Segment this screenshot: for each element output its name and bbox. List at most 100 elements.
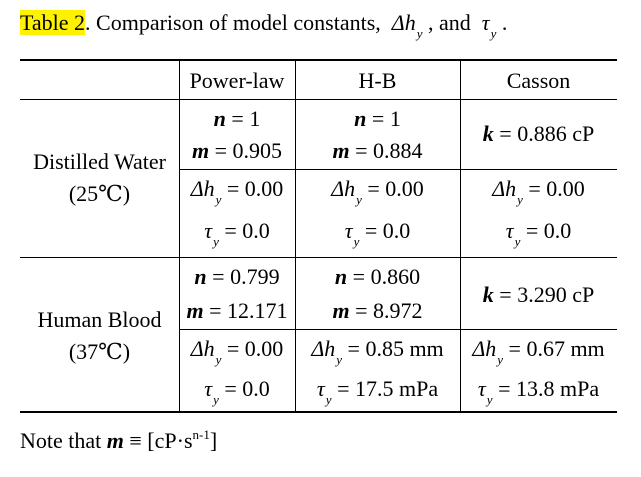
cell-text: k [482, 121, 494, 146]
blood-casson-dh: Δhy = 0.67 mm [460, 334, 617, 367]
row-label-human-blood: Human Blood (37℃) [20, 304, 179, 368]
table-bottom-rule [20, 411, 617, 413]
cell-text: = 0.799 [212, 264, 280, 289]
subscript: y [336, 352, 343, 367]
row-label-line2: (37℃) [68, 339, 131, 364]
row-label-line2: (25℃) [68, 181, 131, 206]
table-caption: Table 2. Comparison of model constants, … [20, 8, 507, 41]
col-divider-1 [179, 59, 180, 411]
cell-text: = 1 [371, 106, 401, 131]
water-powerlaw-tau: τy = 0.0 [179, 216, 295, 249]
row-label-line1: Distilled Water [33, 149, 166, 174]
cell-text: = 0.0 [224, 218, 270, 243]
subscript: y [353, 234, 360, 249]
cell-text: = 0.00 [226, 336, 284, 361]
water-powerlaw-m: m = 0.905 [179, 136, 295, 166]
blood-powerlaw-n: n = 0.799 [179, 262, 295, 292]
cell-text: m [332, 298, 350, 323]
water-powerlaw-dh: Δhy = 0.00 [179, 174, 295, 207]
group-rule [20, 257, 617, 258]
cell-text: n [354, 106, 367, 131]
caption-subscript: y [416, 26, 423, 41]
cell-text: = 0.0 [224, 376, 270, 401]
table-label: Table 2 [20, 10, 86, 35]
water-casson-k: k = 0.886 cP [460, 119, 617, 149]
cell-text: = 0.905 [214, 138, 283, 163]
blood-hb-m: m = 8.972 [295, 296, 460, 326]
row-label-line1: Human Blood [37, 307, 162, 332]
note-close: ] [209, 428, 218, 453]
subscript: y [514, 234, 521, 249]
subscript: y [356, 192, 362, 207]
caption-end: . [501, 10, 508, 35]
row2-inner-rule-casson [460, 329, 617, 330]
blood-hb-n: n = 0.860 [295, 262, 460, 292]
subscript: y [486, 392, 493, 407]
note-units: ≡ [cP·s [129, 428, 193, 453]
cell-text: m [332, 138, 350, 163]
cell-text: Δh [311, 336, 336, 361]
cell-text: Δh [190, 336, 215, 361]
cell-text: τ [204, 376, 213, 401]
water-hb-dh: Δhy = 0.00 [295, 174, 460, 207]
cell-text: τ [204, 218, 213, 243]
water-hb-tau: τy = 0.0 [295, 216, 460, 249]
cell-text: n [334, 264, 348, 289]
subscript: y [215, 192, 222, 207]
water-casson-dh: Δhy = 0.00 [460, 174, 617, 207]
cell-text: = 0.67 mm [508, 336, 605, 361]
cell-text: = 0.00 [528, 176, 585, 201]
blood-powerlaw-dh: Δhy = 0.00 [179, 334, 295, 367]
cell-text: = 17.5 mPa [337, 376, 439, 401]
cell-text: = 0.00 [367, 176, 424, 201]
header-rule [20, 99, 617, 100]
caption-subscript: y [490, 26, 497, 41]
blood-powerlaw-tau: τy = 0.0 [179, 374, 295, 407]
header-casson: Casson [506, 68, 571, 93]
cell-text: = 0.00 [226, 176, 284, 201]
row1-inner-rule-casson [460, 169, 617, 170]
blood-hb-tau: τy = 17.5 mPa [295, 374, 460, 407]
cell-text: = 8.972 [355, 298, 423, 323]
cell-text: = 0.0 [525, 218, 572, 243]
cell-text: = 13.8 mPa [498, 376, 600, 401]
cell-text: m [186, 298, 204, 323]
row2-inner-rule-pl-hb [179, 329, 460, 330]
caption-and: , and [428, 10, 471, 35]
blood-powerlaw-m: m = 12.171 [179, 296, 295, 326]
cell-text: Δh [472, 336, 497, 361]
cell-text: τ [477, 376, 486, 401]
caption-dh-symbol: Δh [391, 10, 416, 35]
cell-text: k [482, 282, 494, 307]
blood-casson-k: k = 3.290 cP [460, 280, 617, 310]
cell-text: = 1 [231, 106, 261, 131]
note-prefix: Note that [20, 428, 102, 453]
cell-text: = 0.0 [364, 218, 411, 243]
blood-casson-tau: τy = 13.8 mPa [460, 374, 617, 407]
water-powerlaw-n: n = 1 [179, 104, 295, 134]
water-hb-n: n = 1 [295, 104, 460, 134]
subscript: y [215, 352, 222, 367]
subscript: y [213, 392, 219, 407]
cell-text: = 0.886 cP [499, 121, 595, 146]
subscript: y [325, 392, 332, 407]
col-divider-2 [295, 59, 296, 411]
cell-text: τ [505, 218, 514, 243]
subscript: y [213, 234, 219, 249]
cell-text: Δh [331, 176, 356, 201]
cell-text: = 0.884 [355, 138, 423, 163]
water-casson-tau: τy = 0.0 [460, 216, 617, 249]
row-label-distilled-water: Distilled Water (25℃) [20, 146, 179, 210]
table-footnote: Note that m ≡ [cP·sn-1] [20, 426, 217, 459]
row1-inner-rule-pl-hb [179, 169, 460, 170]
cell-text: = 0.860 [352, 264, 421, 289]
blood-hb-dh: Δhy = 0.85 mm [295, 334, 460, 367]
cell-text: n [213, 106, 226, 131]
header-power-law: Power-law [189, 68, 285, 93]
subscript: y [497, 352, 504, 367]
cell-text: = 3.290 cP [499, 282, 595, 307]
caption-tau-symbol: τ [481, 10, 490, 35]
cell-text: Δh [190, 176, 215, 201]
caption-text: . Comparison of model constants, [85, 10, 381, 35]
cell-text: Δh [492, 176, 517, 201]
